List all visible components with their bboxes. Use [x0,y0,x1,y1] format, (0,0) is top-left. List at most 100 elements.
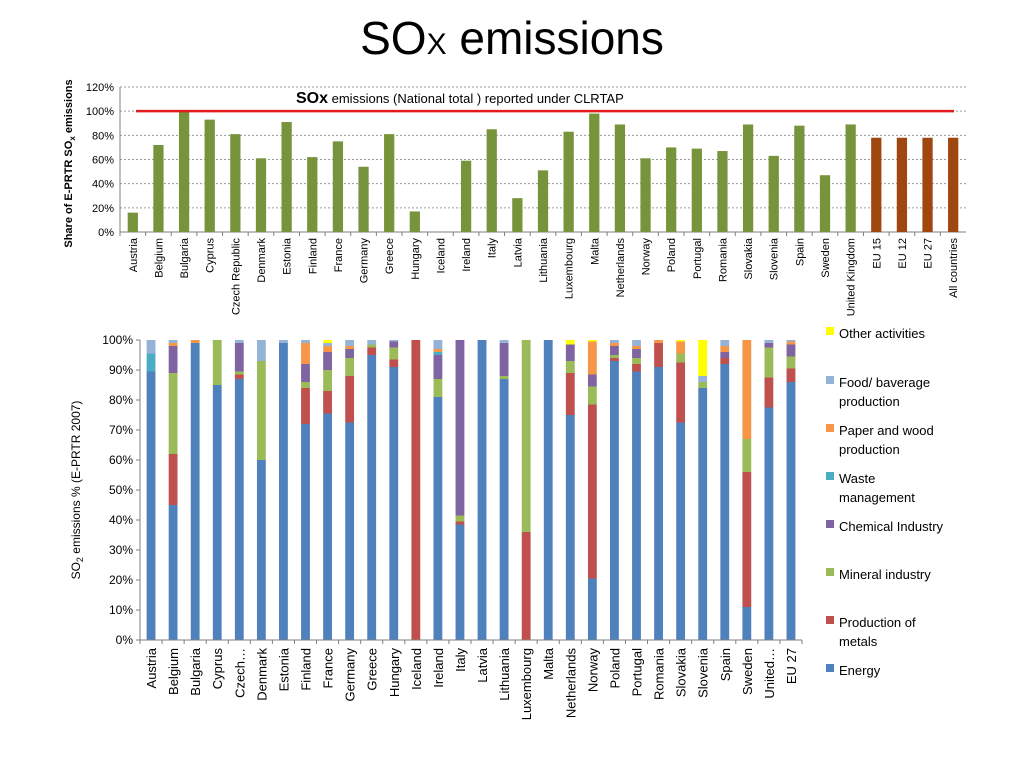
top-x-tick-label-sweden: Sweden [820,238,832,278]
bottom-bar-belgium-food-baverage-production [168,340,178,343]
bottom-bar-germany-chemical-industry [345,349,355,358]
bottom-bar-finland-energy [301,424,310,640]
bottom-bar-france-food-baverage-production [323,343,332,346]
bottom-bar-bulgaria-energy [190,343,200,640]
bottom-y-tick-label: 60% [109,453,133,467]
legend-label-chemical-industry: Chemical Industry [839,519,944,534]
bottom-bar-poland-mineral-industry [610,355,619,358]
bottom-x-tick-label-portugal: Portugal [630,648,645,697]
bottom-bar-portugal-paper-and-wood-production [632,346,641,349]
bottom-x-tick-label-poland: Poland [607,648,622,688]
top-bar-eu-15 [871,137,882,232]
bottom-y-label-part: 2 [75,557,85,562]
legend-label-other-activities: Other activities [839,326,925,341]
bottom-x-tick-label-sweden: Sweden [740,648,755,695]
bottom-x-tick-label-ireland: Ireland [431,648,446,688]
bottom-bar-united-chemical-industry [764,343,774,348]
top-bar-cyprus [204,119,215,232]
top-y-tick-label: 80% [92,130,114,142]
bottom-x-tick-label-united: United… [762,648,777,699]
legend-label-energy: Energy [839,663,881,678]
top-annotation-bold: SOx [296,90,328,107]
top-annotation: SOx emissions (National total ) reported… [296,90,624,107]
top-bar-estonia [281,122,292,232]
bottom-bar-latvia-energy [477,340,487,640]
legend-swatch-production-of-metals [826,616,834,624]
top-bar-portugal [691,148,702,232]
bottom-x-tick-label-austria: Austria [144,647,159,688]
bottom-bar-united-energy [764,407,774,640]
legend-swatch-mineral-industry [826,568,834,576]
bottom-bar-norway-energy [587,578,597,640]
top-x-tick-label-romania: Romania [717,237,729,282]
legend-label-food-baverage-production: production [839,394,900,409]
bottom-bar-iceland-production-of-metals [411,340,421,640]
top-bar-greece [384,134,395,232]
bottom-bar-united-production-of-metals [764,377,774,408]
legend-label-production-of-metals: metals [839,634,878,649]
bottom-bar-czech-mineral-industry [234,371,244,375]
top-bar-bulgaria [178,109,190,232]
legend-swatch-food-baverage-production [826,376,834,384]
bottom-bar-hungary-food-baverage-production [389,340,399,342]
top-x-tick-label-czech-republic: Czech Republic [230,238,242,316]
top-y-tick-label: 120% [86,82,114,94]
bottom-bar-denmark-energy [256,460,266,640]
bottom-bar-sweden-mineral-industry [742,439,752,472]
top-x-tick-label-iceland: Iceland [435,238,447,273]
bottom-bar-poland-paper-and-wood-production [610,343,619,346]
top-x-tick-label-france: France [333,238,345,272]
top-x-tick-label-lithuania: Lithuania [538,237,550,283]
top-bar-all-countries [948,137,959,232]
bottom-y-tick-label: 10% [109,603,133,617]
bottom-bar-norway-mineral-industry [587,386,597,405]
bottom-bar-sweden-energy [742,607,752,640]
bottom-bar-spain-food-baverage-production [720,340,730,346]
top-bar-austria [127,212,138,232]
bottom-bar-germany-paper-and-wood-production [345,346,355,349]
bottom-legend: Other activities Food/ baverage production… [826,326,944,678]
bottom-bar-slovakia-energy [676,422,686,640]
legend-label-mineral-industry: Mineral industry [839,567,931,582]
bottom-bar-eu-27-chemical-industry [786,344,796,357]
bottom-bar-portugal-mineral-industry [632,358,641,364]
bottom-bar-united-mineral-industry [764,347,774,378]
bottom-x-tick-label-latvia: Latvia [475,647,490,682]
top-y-label-part: x [68,136,77,141]
bottom-bar-denmark-food-baverage-production [256,340,266,361]
bottom-x-tick-label-iceland: Iceland [409,648,424,690]
top-bar-slovakia [742,124,754,232]
top-x-tick-label-luxembourg: Luxembourg [564,238,576,299]
bottom-x-tick-label-italy: Italy [453,648,468,672]
top-bar-italy [486,129,497,232]
bottom-bar-eu-27-food-baverage-production [786,340,796,342]
bottom-bar-czech-production-of-metals [234,374,244,379]
bottom-bar-portugal-food-baverage-production [632,340,641,346]
top-x-tick-label-eu-27: EU 27 [923,238,935,269]
top-x-tick-label-all-countries: All countries [948,238,960,298]
top-x-tick-label-netherlands: Netherlands [615,238,627,298]
top-x-tick-label-denmark: Denmark [256,238,268,283]
bottom-bar-sweden-paper-and-wood-production [742,340,752,439]
top-bar-hungary [409,211,420,232]
bottom-bar-eu-27-mineral-industry [786,356,796,369]
legend-label-paper-and-wood-production: Paper and wood [839,423,934,438]
bottom-x-tick-label-greece: Greece [365,648,380,691]
bottom-x-tick-label-czech: Czech… [232,648,247,698]
bottom-y-tick-label: 0% [116,633,134,647]
top-y-axis-label: Share of E-PRTR SOx emissions [63,79,77,247]
bottom-bar-ireland-food-baverage-production [433,340,443,349]
bottom-x-tick-label-slovakia: Slovakia [674,647,689,697]
bottom-bar-poland-food-baverage-production [610,340,619,343]
top-bar-sweden [819,175,831,232]
top-x-tick-label-estonia: Estonia [282,237,294,275]
legend-swatch-waste-management [826,472,834,480]
top-bar-eu-12 [896,137,908,232]
bottom-x-tick-label-lithuania: Lithuania [497,647,512,701]
bottom-bar-greece-mineral-industry [367,344,377,348]
bottom-bar-slovenia-energy [698,388,708,640]
bottom-bar-hungary-chemical-industry [389,341,399,348]
bottom-bar-germany-mineral-industry [345,358,355,376]
top-bar-belgium [153,145,164,232]
bottom-bar-france-chemical-industry [323,352,332,370]
